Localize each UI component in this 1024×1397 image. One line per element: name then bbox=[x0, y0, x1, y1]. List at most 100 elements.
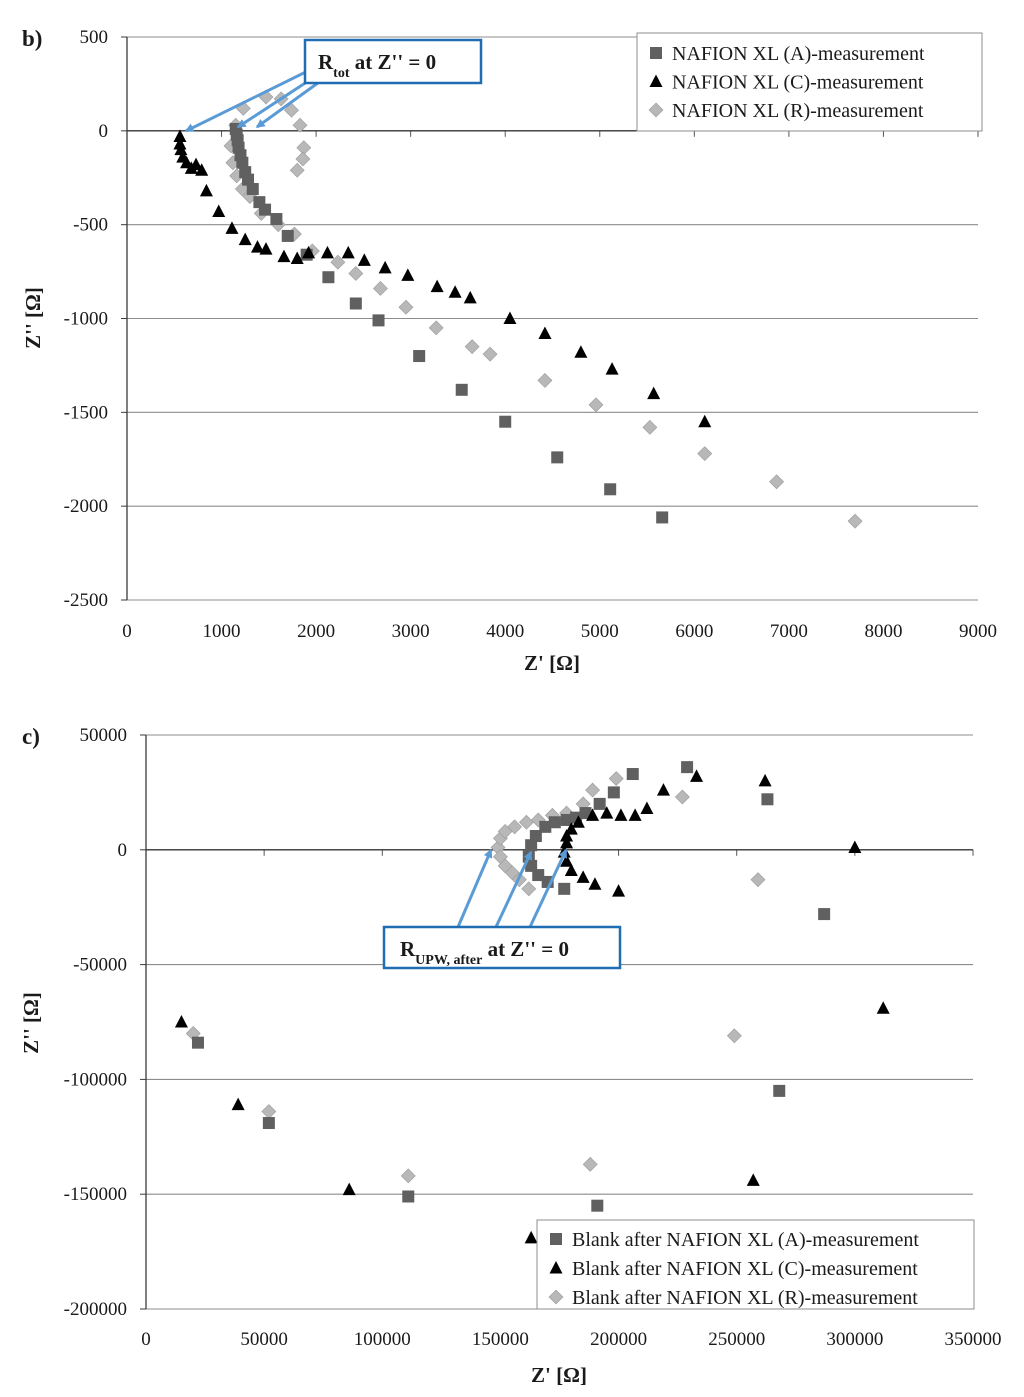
data-point bbox=[628, 808, 642, 821]
x-tick-label: 250000 bbox=[708, 1329, 765, 1350]
annotation-arrow bbox=[255, 78, 323, 129]
x-axis-label: Z' [Ω] bbox=[531, 1363, 587, 1387]
data-point bbox=[173, 129, 187, 142]
x-tick-label: 2000 bbox=[297, 621, 335, 642]
legend-marker bbox=[548, 1289, 564, 1305]
data-point bbox=[195, 163, 209, 176]
y-tick-label: -1000 bbox=[64, 309, 108, 330]
series-diamond-points bbox=[185, 771, 766, 1184]
data-point bbox=[848, 840, 862, 854]
chart-panel-c: 50000 0 -50000 -100000 -150000 -200000 0 50000 1… bbox=[19, 724, 1002, 1387]
data-point bbox=[341, 245, 355, 259]
data-point bbox=[571, 815, 585, 828]
data-point bbox=[173, 136, 187, 150]
data-point bbox=[626, 768, 639, 781]
data-point bbox=[189, 157, 203, 171]
data-point bbox=[538, 326, 552, 340]
y-tick-label: 0 bbox=[118, 840, 128, 861]
series-diamond-points bbox=[223, 89, 863, 529]
chart-panel-b: 5000-500-1000-1500-2000-25000 1000 2000 300… bbox=[21, 26, 997, 675]
data-point bbox=[277, 249, 291, 263]
data-point bbox=[261, 1104, 277, 1119]
data-point bbox=[225, 221, 239, 234]
legend-label: NAFION XL (C)-measurement bbox=[672, 72, 924, 94]
data-point bbox=[539, 820, 552, 833]
x-tick-label: 300000 bbox=[826, 1329, 883, 1350]
data-point bbox=[560, 835, 574, 849]
annotation-arrow bbox=[456, 848, 493, 928]
legend-box bbox=[636, 32, 983, 132]
data-point bbox=[342, 1182, 356, 1196]
data-point bbox=[642, 419, 658, 435]
x-tick-label: 150000 bbox=[472, 1329, 529, 1350]
y-tick-label: -100000 bbox=[64, 1069, 127, 1090]
x-tick-label: 0 bbox=[141, 1329, 151, 1350]
data-point bbox=[586, 808, 600, 821]
data-point bbox=[582, 1156, 598, 1172]
data-point bbox=[174, 142, 188, 156]
annotation-rest: at Z'' = 0 bbox=[482, 937, 569, 961]
legend-label: Blank after NAFION XL (A)-measurement bbox=[572, 1229, 919, 1251]
annotation-arrow bbox=[184, 62, 323, 133]
legend-marker bbox=[650, 47, 662, 59]
data-point bbox=[191, 1036, 204, 1049]
data-point bbox=[537, 373, 553, 388]
annotation-box bbox=[382, 925, 622, 970]
x-tick-label: 50000 bbox=[240, 1329, 288, 1350]
data-point bbox=[464, 339, 480, 355]
data-point bbox=[482, 346, 498, 362]
data-point bbox=[378, 260, 392, 274]
data-point bbox=[750, 872, 766, 888]
data-point bbox=[357, 253, 371, 266]
data-point bbox=[242, 173, 255, 186]
data-point bbox=[259, 242, 273, 255]
data-point bbox=[400, 1168, 416, 1184]
data-point bbox=[463, 290, 477, 304]
data-point bbox=[758, 773, 772, 787]
data-point bbox=[295, 151, 311, 167]
data-point bbox=[564, 822, 578, 835]
data-point bbox=[579, 807, 592, 820]
data-point bbox=[769, 474, 785, 490]
annotation-text: Rtot at Z'' = 0 bbox=[318, 50, 436, 81]
data-point bbox=[560, 829, 574, 842]
x-tick-label: 7000 bbox=[770, 621, 808, 642]
data-point bbox=[674, 789, 690, 805]
legend-label: NAFION XL (R)-measurement bbox=[672, 100, 924, 122]
data-point bbox=[560, 813, 573, 826]
data-point bbox=[430, 279, 444, 293]
y-axis-label: Z'' [Ω] bbox=[19, 992, 43, 1054]
annotation-text: RUPW, after at Z'' = 0 bbox=[400, 937, 569, 968]
data-point bbox=[529, 830, 542, 843]
data-point bbox=[372, 314, 385, 327]
x-tick-label: 6000 bbox=[675, 621, 713, 642]
legend-marker bbox=[649, 74, 663, 87]
data-point bbox=[507, 819, 523, 835]
data-point bbox=[302, 245, 316, 259]
data-point bbox=[236, 156, 249, 169]
y-tick-label: -500 bbox=[73, 215, 108, 236]
data-point bbox=[448, 285, 462, 298]
data-point bbox=[212, 204, 226, 218]
data-point bbox=[320, 245, 334, 259]
data-point bbox=[773, 1084, 786, 1097]
series-square-points bbox=[229, 122, 669, 524]
data-point bbox=[231, 1097, 245, 1111]
data-point bbox=[612, 884, 626, 897]
data-point bbox=[372, 281, 388, 296]
data-point bbox=[289, 162, 305, 178]
x-tick-label: 5000 bbox=[581, 621, 619, 642]
data-point bbox=[199, 183, 213, 197]
data-point bbox=[348, 266, 364, 281]
data-point bbox=[847, 513, 863, 529]
series-triangle-points bbox=[174, 769, 890, 1244]
data-point bbox=[681, 761, 694, 774]
x-tick-label: 3000 bbox=[392, 621, 430, 642]
y-tick-label: 0 bbox=[99, 121, 109, 142]
data-point bbox=[525, 839, 538, 852]
data-point bbox=[548, 816, 561, 829]
data-point bbox=[876, 1001, 890, 1014]
data-point bbox=[560, 854, 574, 867]
y-tick-label: 500 bbox=[80, 27, 109, 48]
